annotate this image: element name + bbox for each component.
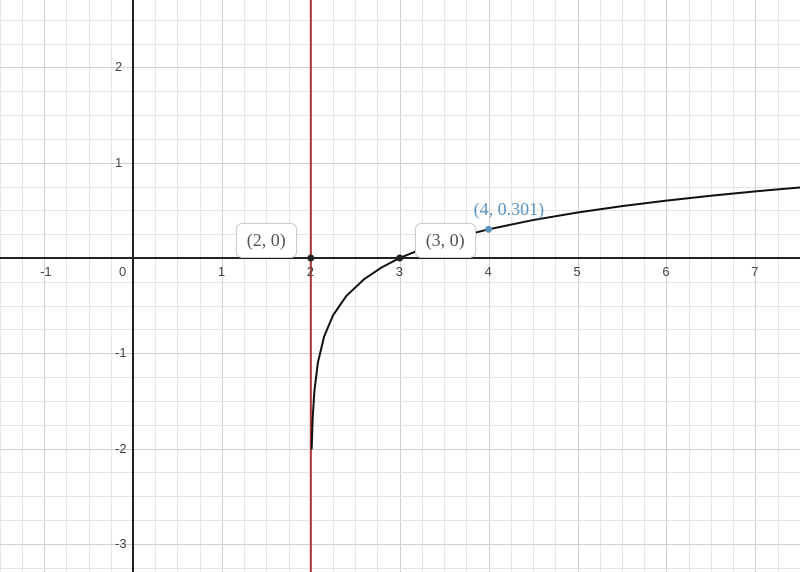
y-tick-label: -3	[115, 536, 127, 551]
coordinate-callout: (2, 0)	[236, 223, 297, 258]
x-tick-label: 3	[396, 264, 403, 279]
plot-point	[396, 255, 403, 262]
y-tick-label: 2	[115, 59, 122, 74]
plot-point	[307, 255, 314, 262]
x-tick-label: 5	[574, 264, 581, 279]
x-tick-label: 1	[218, 264, 225, 279]
x-tick-label: 6	[662, 264, 669, 279]
graph-area: -1 1 2 3 4 5 6 7 -3 -2 -1 1 2 0 (2, 0) (3, 0) (4, 0.301)	[0, 0, 800, 572]
y-tick-label: -2	[115, 441, 127, 456]
point-coordinate-label: (4, 0.301)	[474, 199, 545, 220]
x-tick-label: 4	[485, 264, 492, 279]
plot-overlay	[0, 0, 800, 572]
origin-label: 0	[119, 264, 126, 279]
x-tick-label: 2	[307, 264, 314, 279]
log-curve	[312, 187, 800, 448]
coordinate-callout: (3, 0)	[415, 223, 476, 258]
x-tick-label: -1	[40, 264, 52, 279]
y-tick-label: -1	[115, 345, 127, 360]
x-tick-label: 7	[751, 264, 758, 279]
plot-point	[485, 226, 492, 233]
y-tick-label: 1	[115, 155, 122, 170]
